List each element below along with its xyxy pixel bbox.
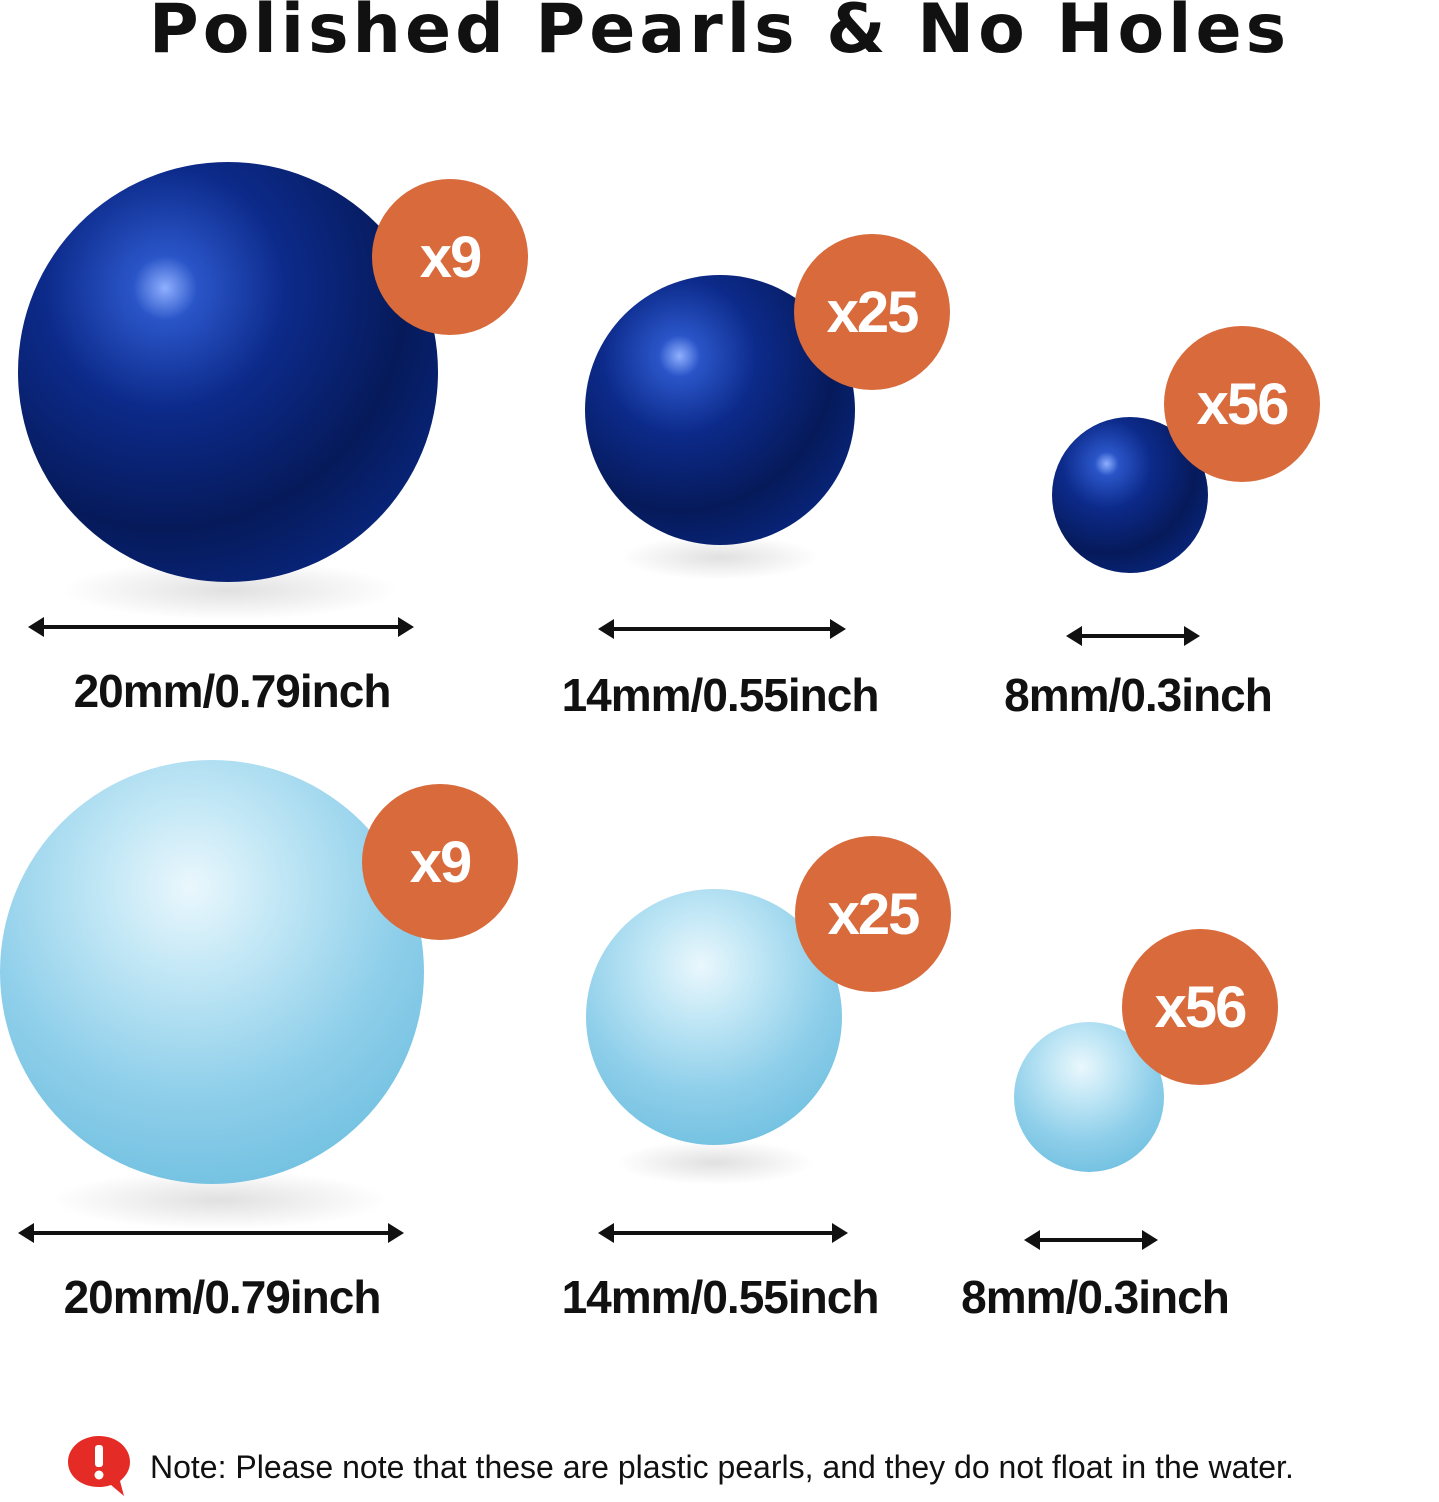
size-arrow <box>1066 626 1200 646</box>
size-arrow <box>1024 1230 1158 1250</box>
size-arrow <box>28 617 414 637</box>
size-label: 14mm/0.55inch <box>561 1271 880 1323</box>
pearl-light-20mm <box>0 760 424 1184</box>
size-label: 8mm/0.3inch <box>1004 669 1273 721</box>
size-label: 20mm/0.79inch <box>73 665 392 717</box>
size-arrow <box>598 619 846 639</box>
count-badge: x56 <box>1164 326 1320 482</box>
note-text: Note: Please note that these are plastic… <box>150 1448 1294 1485</box>
page-title: Polished Pearls & No Holes <box>148 0 1291 69</box>
size-arrow <box>598 1223 848 1243</box>
count-badge: x25 <box>795 836 951 992</box>
pearl-shadow <box>615 1140 815 1185</box>
count-badge: x56 <box>1122 929 1278 1085</box>
count-badge: x9 <box>362 784 518 940</box>
pearl-dark-20mm <box>18 162 438 582</box>
size-label: 8mm/0.3inch <box>961 1271 1230 1323</box>
size-arrow <box>18 1223 404 1243</box>
count-badge: x9 <box>372 179 528 335</box>
size-label: 14mm/0.55inch <box>561 669 880 721</box>
size-label: 20mm/0.79inch <box>63 1271 382 1323</box>
exclamation-speech-bubble-icon <box>66 1432 132 1502</box>
count-badge: x25 <box>794 234 950 390</box>
note: Note: Please note that these are plastic… <box>66 1432 1294 1502</box>
